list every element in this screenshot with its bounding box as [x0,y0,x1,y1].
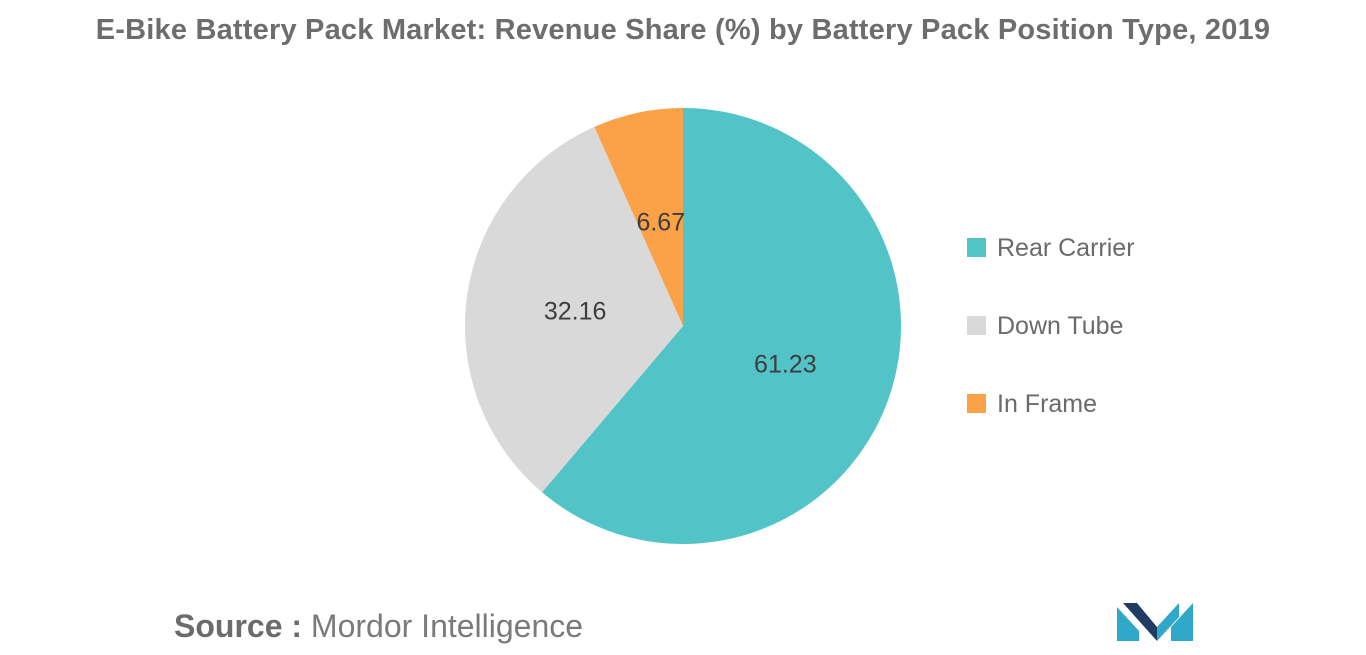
pie-slice-rear-carrier [542,108,902,545]
pie-slice-down-tube [465,126,683,493]
pie-slice-labels: 61.23 32.16 6.67 [544,209,817,379]
slice-label-down-tube: 32.16 [544,298,607,326]
source-value: Mordor Intelligence [310,608,584,644]
slice-label-rear-carrier: 61.23 [754,351,817,379]
legend: Rear Carrier Down Tube In Frame [967,234,1135,418]
legend-label-in-frame: In Frame [997,390,1097,418]
slice-label-in-frame: 6.67 [636,209,685,237]
pie-slice-in-frame [594,108,683,326]
legend-label-down-tube: Down Tube [997,312,1123,340]
legend-swatch-in-frame [967,394,986,413]
source-note: Source : Mordor Intelligence [174,608,583,645]
legend-swatch-down-tube [967,316,986,335]
pie-slices [465,108,902,545]
legend-label-rear-carrier: Rear Carrier [997,234,1135,262]
source-key: Source : [174,608,303,644]
mordor-logo-icon [1117,603,1193,641]
chart-title: E-Bike Battery Pack Market: Revenue Shar… [95,14,1271,46]
legend-swatch-rear-carrier [967,238,986,257]
